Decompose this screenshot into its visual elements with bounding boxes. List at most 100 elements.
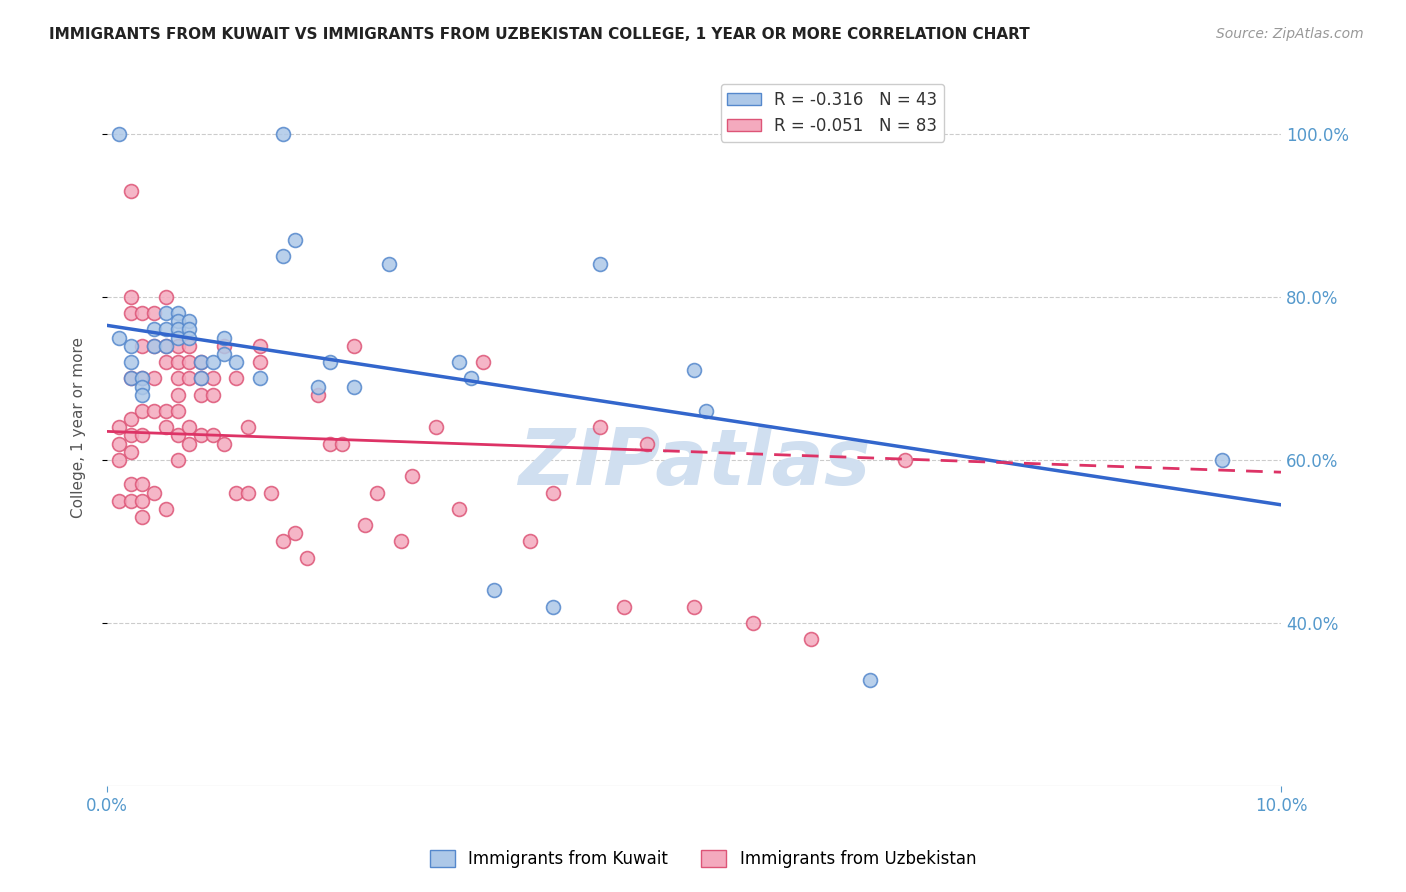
- Point: [425, 420, 447, 434]
- Point: [155, 420, 177, 434]
- Point: [236, 420, 259, 434]
- Point: [1211, 453, 1233, 467]
- Point: [166, 306, 188, 320]
- Point: [366, 485, 388, 500]
- Point: [449, 355, 471, 369]
- Point: [190, 355, 212, 369]
- Point: [120, 493, 142, 508]
- Point: [800, 632, 823, 647]
- Point: [120, 306, 142, 320]
- Text: ZIPatlas: ZIPatlas: [517, 425, 870, 501]
- Point: [214, 339, 236, 353]
- Point: [271, 127, 294, 141]
- Point: [131, 388, 153, 402]
- Point: [284, 233, 307, 247]
- Point: [330, 436, 353, 450]
- Point: [307, 379, 329, 393]
- Point: [319, 436, 342, 450]
- Point: [201, 388, 224, 402]
- Point: [190, 355, 212, 369]
- Point: [449, 501, 471, 516]
- Point: [179, 355, 201, 369]
- Point: [179, 436, 201, 450]
- Point: [225, 371, 247, 385]
- Point: [683, 599, 706, 614]
- Point: [120, 290, 142, 304]
- Point: [120, 355, 142, 369]
- Point: [179, 420, 201, 434]
- Point: [201, 428, 224, 442]
- Point: [120, 477, 142, 491]
- Point: [120, 184, 142, 198]
- Point: [389, 534, 412, 549]
- Point: [519, 534, 541, 549]
- Point: [284, 526, 307, 541]
- Point: [260, 485, 283, 500]
- Point: [225, 485, 247, 500]
- Point: [166, 371, 188, 385]
- Point: [236, 485, 259, 500]
- Point: [155, 290, 177, 304]
- Point: [131, 477, 153, 491]
- Point: [108, 127, 131, 141]
- Point: [166, 314, 188, 328]
- Point: [143, 339, 166, 353]
- Point: [108, 436, 131, 450]
- Point: [541, 599, 564, 614]
- Point: [155, 339, 177, 353]
- Point: [131, 306, 153, 320]
- Point: [342, 379, 364, 393]
- Point: [401, 469, 423, 483]
- Point: [190, 371, 212, 385]
- Point: [484, 583, 506, 598]
- Point: [249, 371, 271, 385]
- Point: [271, 534, 294, 549]
- Point: [120, 339, 142, 353]
- Point: [143, 485, 166, 500]
- Point: [108, 453, 131, 467]
- Point: [131, 510, 153, 524]
- Point: [155, 404, 177, 418]
- Point: [249, 355, 271, 369]
- Point: [143, 322, 166, 336]
- Point: [108, 493, 131, 508]
- Point: [613, 599, 636, 614]
- Point: [214, 347, 236, 361]
- Point: [120, 428, 142, 442]
- Point: [541, 485, 564, 500]
- Point: [108, 420, 131, 434]
- Point: [131, 404, 153, 418]
- Point: [589, 420, 612, 434]
- Legend: Immigrants from Kuwait, Immigrants from Uzbekistan: Immigrants from Kuwait, Immigrants from …: [423, 843, 983, 875]
- Point: [894, 453, 917, 467]
- Y-axis label: College, 1 year or more: College, 1 year or more: [72, 337, 86, 518]
- Point: [108, 331, 131, 345]
- Point: [131, 371, 153, 385]
- Point: [120, 371, 142, 385]
- Point: [249, 339, 271, 353]
- Point: [155, 501, 177, 516]
- Point: [166, 404, 188, 418]
- Point: [319, 355, 342, 369]
- Point: [120, 371, 142, 385]
- Point: [179, 339, 201, 353]
- Point: [683, 363, 706, 377]
- Text: Source: ZipAtlas.com: Source: ZipAtlas.com: [1216, 27, 1364, 41]
- Point: [143, 371, 166, 385]
- Text: IMMIGRANTS FROM KUWAIT VS IMMIGRANTS FROM UZBEKISTAN COLLEGE, 1 YEAR OR MORE COR: IMMIGRANTS FROM KUWAIT VS IMMIGRANTS FRO…: [49, 27, 1031, 42]
- Point: [143, 306, 166, 320]
- Point: [179, 331, 201, 345]
- Point: [201, 371, 224, 385]
- Point: [179, 322, 201, 336]
- Point: [166, 453, 188, 467]
- Point: [166, 322, 188, 336]
- Legend: R = -0.316   N = 43, R = -0.051   N = 83: R = -0.316 N = 43, R = -0.051 N = 83: [721, 84, 943, 142]
- Point: [179, 371, 201, 385]
- Point: [155, 306, 177, 320]
- Point: [271, 249, 294, 263]
- Point: [179, 314, 201, 328]
- Point: [166, 339, 188, 353]
- Point: [131, 493, 153, 508]
- Point: [589, 257, 612, 271]
- Point: [460, 371, 482, 385]
